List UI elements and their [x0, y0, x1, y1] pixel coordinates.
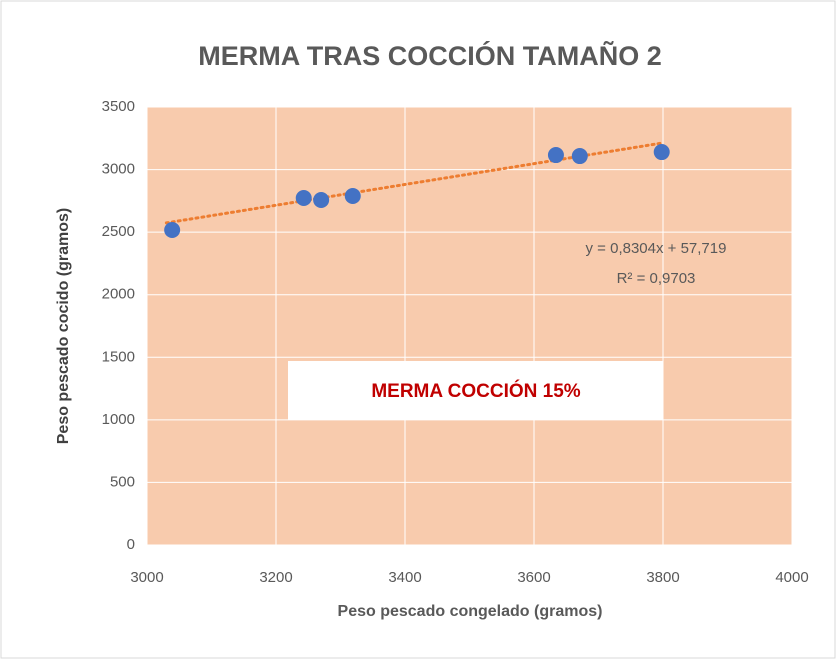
y-tick-label: 0 — [127, 536, 135, 553]
r-squared: R² = 0,9703 — [617, 270, 696, 287]
y-tick-label: 1500 — [102, 348, 135, 365]
annotation-box — [288, 361, 663, 420]
data-point — [344, 187, 361, 204]
x-tick-label: 3600 — [517, 569, 550, 586]
trendline-equation: y = 0,8304x + 57,719 — [586, 240, 727, 257]
data-point — [547, 147, 564, 164]
data-point — [164, 222, 181, 239]
x-tick-label: 3200 — [259, 569, 292, 586]
y-axis-label: Peso pescado cocido (gramos) — [55, 208, 72, 445]
y-tick-label: 1000 — [102, 411, 135, 428]
x-tick-label: 3400 — [388, 569, 421, 586]
x-tick-label: 3800 — [646, 569, 679, 586]
plot-background — [147, 107, 792, 545]
x-tick-label: 3000 — [130, 569, 163, 586]
data-point — [571, 148, 588, 165]
x-axis-label: Peso pescado congelado (gramos) — [338, 603, 603, 620]
annotation: MERMA COCCIÓN 15% — [371, 380, 580, 402]
data-point — [295, 189, 312, 206]
chart-title: MERMA TRAS COCCIÓN TAMAÑO 2 — [198, 40, 661, 71]
data-point — [313, 191, 330, 208]
data-point — [653, 144, 670, 161]
y-tick-label: 3500 — [102, 98, 135, 115]
y-tick-label: 500 — [110, 473, 135, 490]
x-tick-label: 4000 — [775, 569, 808, 586]
y-tick-label: 2500 — [102, 223, 135, 240]
y-tick-label: 2000 — [102, 286, 135, 303]
y-tick-label: 3000 — [102, 161, 135, 178]
